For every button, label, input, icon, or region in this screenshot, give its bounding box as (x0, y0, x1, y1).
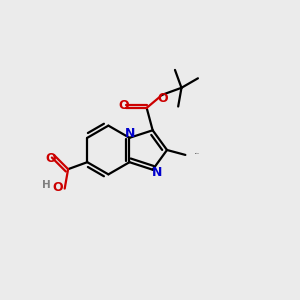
Text: N: N (125, 128, 135, 140)
Text: O: O (118, 99, 129, 112)
Text: O: O (158, 92, 168, 105)
Text: O: O (53, 181, 64, 194)
Text: H: H (43, 180, 51, 190)
Text: O: O (45, 152, 56, 165)
Text: N: N (152, 166, 163, 178)
Text: methyl: methyl (195, 153, 200, 154)
